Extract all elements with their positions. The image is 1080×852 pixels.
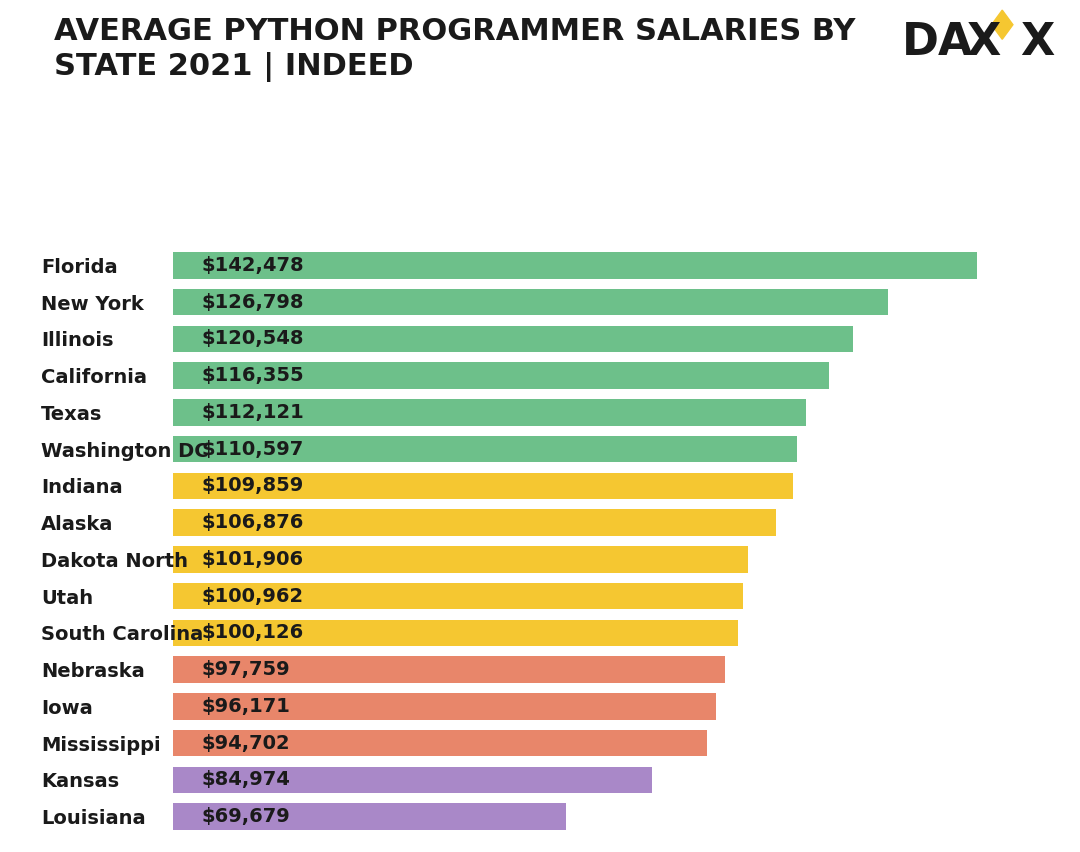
Bar [173,803,566,830]
Text: $126,798: $126,798 [201,293,303,312]
Bar [173,583,743,609]
Text: $142,478: $142,478 [201,256,303,275]
Text: $109,859: $109,859 [201,476,303,495]
Bar [173,509,777,536]
Text: $84,974: $84,974 [201,770,289,789]
Text: $97,759: $97,759 [201,660,289,679]
Text: AVERAGE PYTHON PROGRAMMER SALARIES BY
STATE 2021 | INDEED: AVERAGE PYTHON PROGRAMMER SALARIES BY ST… [54,17,855,82]
Text: $112,121: $112,121 [201,403,303,422]
Bar [173,400,806,426]
Bar [173,694,716,720]
Bar [173,767,652,793]
Text: $106,876: $106,876 [201,513,303,532]
Bar [173,656,725,682]
Text: $96,171: $96,171 [201,697,289,716]
Bar [173,252,977,279]
Text: $110,597: $110,597 [201,440,303,458]
Text: DA: DA [902,21,973,64]
Text: $100,126: $100,126 [201,624,303,642]
Bar [173,546,748,573]
Bar [173,619,738,646]
Text: $69,679: $69,679 [201,807,289,826]
Text: X: X [967,21,1001,64]
Text: $116,355: $116,355 [201,366,303,385]
Text: $101,906: $101,906 [201,550,303,569]
Bar [173,362,829,389]
Text: $94,702: $94,702 [201,734,289,752]
Bar [173,473,793,499]
Bar [173,730,707,757]
Text: $100,962: $100,962 [201,587,303,606]
Text: $120,548: $120,548 [201,330,303,348]
Polygon shape [991,10,1013,39]
Bar [173,436,797,463]
Bar [173,289,889,315]
Bar [173,325,853,352]
Text: X: X [1021,21,1055,64]
